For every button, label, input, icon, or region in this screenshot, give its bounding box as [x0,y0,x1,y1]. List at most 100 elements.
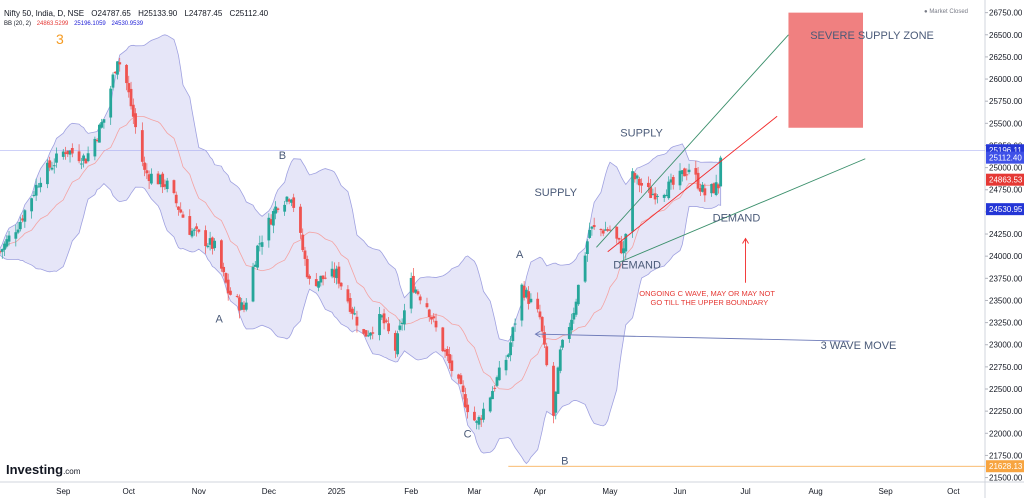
candle-body [159,174,162,185]
candle-body [256,245,259,268]
candle-body [457,374,461,379]
candle-body [624,233,628,252]
candle-body [378,314,381,336]
candle-body [37,186,40,188]
candle-body [222,266,226,273]
candle-body [0,251,2,253]
candle-body [251,266,255,302]
price-label-text: 24530.95 [989,205,1023,214]
red-channel-line [607,115,778,253]
candle-body [495,377,499,386]
annotation-label: A [516,249,524,261]
candle-body [156,173,160,185]
green-upper-line [596,34,789,248]
candle-body [445,349,449,356]
candle-body [64,152,67,154]
y-tick-label: 26500.00 [989,31,1023,40]
candle-body [554,391,558,413]
candle-body [491,391,494,400]
candle-body [387,323,390,332]
candle-body [482,408,485,420]
x-tick-label: Dec [262,487,276,496]
candle-body [18,221,22,230]
bb-label: BB (20, 2) [4,21,32,27]
candle-body [48,160,52,168]
candle-body [219,240,223,269]
candle-body [5,239,9,247]
candle-body [631,171,634,232]
candle-body [477,417,481,425]
candle-body [601,230,605,234]
candle-body [242,304,246,310]
candle-body [698,188,702,192]
candle-body [79,163,83,165]
candle-body [463,394,467,408]
candle-body [174,194,178,204]
candle-body [599,229,603,231]
green-lower-line [618,158,866,263]
candle-body [140,130,144,162]
candle-body [488,397,492,412]
candle-body [149,173,153,184]
candle-body [448,354,451,364]
candle-body [131,104,135,117]
y-tick-label: 21750.00 [989,451,1023,460]
price-label-text: 24863.53 [989,176,1023,185]
candle-body [450,360,454,371]
candle-body [585,241,589,255]
annotation-label: SUPPLY [620,128,663,140]
candle-body [226,279,230,294]
candle-body [145,170,149,174]
candle-body [504,359,508,371]
candle-body [590,226,594,229]
y-tick-label: 25000.00 [989,164,1023,173]
candle-body [235,295,239,297]
candle-body [61,151,65,157]
candle-body [283,204,287,212]
candle-body [606,229,610,231]
candle-body [70,148,74,154]
candle-body [109,88,113,118]
market-status: ● Market Closed [924,9,968,15]
candle-body [687,169,691,173]
candle-body [267,217,271,241]
candle-body [466,404,470,413]
candle-body [98,124,101,143]
y-tick-label: 22250.00 [989,407,1023,416]
annotation-label: DEMAND [613,260,661,272]
candle-body [204,230,207,247]
annotation-label: B [561,455,568,467]
candle-body [127,83,131,93]
symbol-title: Nifty 50, India, D, NSE [4,9,85,18]
candle-body [16,229,20,233]
candle-body [260,242,264,247]
candle-body [529,298,533,303]
candle-body [348,298,352,312]
candle-body [398,325,402,330]
candle-body [129,88,133,107]
candle-body [443,349,447,352]
candle-body [552,365,555,416]
candle-body [617,237,621,240]
candle-body [567,327,571,339]
candle-body [412,275,415,293]
y-tick-label: 25500.00 [989,119,1023,128]
y-tick-label: 26000.00 [989,75,1023,84]
candle-body [527,291,531,304]
candle-body [339,282,343,287]
candle-body [719,157,723,187]
candle-body [364,330,368,337]
candle-body [418,296,422,301]
candle-body [229,290,232,295]
candle-body [177,206,180,210]
x-tick-label: Mar [468,487,482,496]
counter-badge: 3 [56,31,64,47]
candle-body [680,170,684,175]
candle-body [678,170,682,186]
candle-body [3,243,6,250]
candle-body [143,162,146,170]
candle-body [351,308,354,314]
candle-body [258,243,262,245]
candle-body [100,122,104,128]
